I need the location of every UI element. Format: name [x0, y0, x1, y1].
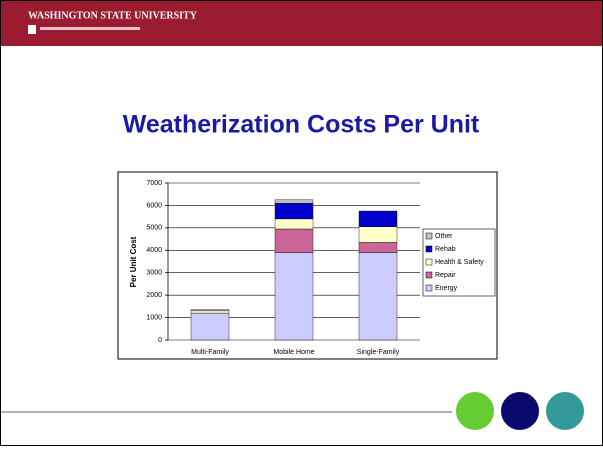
y-tick-label: 1000: [146, 314, 162, 321]
legend-label: Other: [435, 233, 453, 240]
legend-swatch: [425, 258, 433, 266]
bar-segment: [274, 199, 314, 204]
y-tick-label: 7000: [146, 180, 162, 187]
header-bar: [0, 0, 603, 46]
legend-swatch: [425, 271, 433, 279]
legend-label: Energy: [435, 285, 458, 292]
bar-segment: [190, 312, 230, 341]
x-tick-label: Single-Family: [357, 349, 400, 356]
logo-subline: [40, 27, 140, 30]
legend-label: Health & Safety: [435, 259, 484, 266]
logo: WASHINGTON STATE UNIVERSITY: [28, 10, 198, 21]
logo-icon: [28, 25, 36, 34]
bar-segment: [274, 218, 314, 230]
y-tick-label: 4000: [146, 247, 162, 254]
y-tick-label: 5000: [146, 225, 162, 232]
bar-segment: [358, 226, 398, 243]
x-tick-label: Multi-Family: [191, 349, 229, 356]
slide-title: Weatherization Costs Per Unit: [123, 111, 480, 139]
circle-teal: [544, 390, 586, 432]
bar-segment: [274, 228, 314, 253]
y-tick-label: 0: [158, 337, 162, 344]
legend-swatch: [425, 284, 433, 292]
legend-frame: [422, 228, 496, 297]
bar-segment: [274, 252, 314, 341]
y-tick-label: 6000: [146, 202, 162, 209]
circle-navy: [499, 390, 541, 432]
circle-green: [454, 390, 496, 432]
legend-swatch: [425, 245, 433, 253]
bar-segment: [274, 202, 314, 220]
bar-segment: [358, 242, 398, 253]
bar-segment: [358, 252, 398, 341]
legend-label: Repair: [435, 272, 456, 279]
x-tick-label: Mobile Home: [273, 349, 314, 356]
legend-swatch: [425, 232, 433, 240]
bar-segment: [190, 310, 230, 314]
bar-segment: [358, 210, 398, 227]
y-tick-label: 2000: [146, 292, 162, 299]
y-axis-label: Per Unit Cost: [129, 236, 138, 287]
legend-label: Rehab: [435, 246, 456, 253]
bar-segment: [190, 309, 230, 312]
y-tick-label: 3000: [146, 270, 162, 277]
